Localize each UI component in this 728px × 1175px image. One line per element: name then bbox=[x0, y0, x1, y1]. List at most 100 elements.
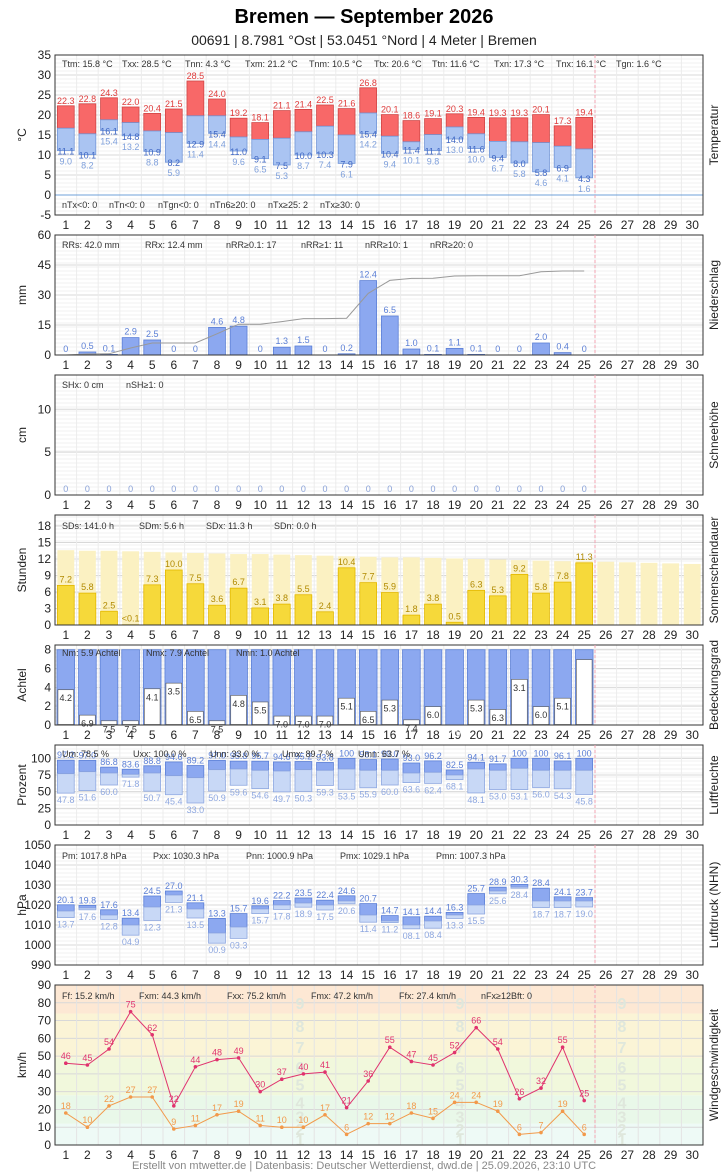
tmax-bar bbox=[143, 113, 162, 132]
press-max-label: 27.0 bbox=[165, 881, 183, 891]
press-min-label: 04.9 bbox=[122, 937, 140, 947]
humid-ytick-label: 25 bbox=[38, 801, 52, 815]
tmin-bar bbox=[294, 131, 313, 156]
wind-point bbox=[236, 1109, 241, 1114]
wind-point bbox=[409, 1111, 414, 1115]
sun-label: 7.3 bbox=[146, 574, 159, 584]
press-day-label: 16 bbox=[383, 968, 397, 982]
station-info: 00691 | 8.7981 °Ost | 53.0451 °Nord | 4 … bbox=[191, 32, 537, 48]
press-day-label: 13 bbox=[318, 968, 332, 982]
cloud-label: 3.5 bbox=[168, 687, 181, 697]
temp-side-label: Temperatur bbox=[707, 105, 721, 166]
snow-day-label: 25 bbox=[578, 498, 592, 512]
snow-day-label: 12 bbox=[297, 498, 311, 512]
humid-min-label: 56.0 bbox=[532, 790, 550, 800]
snow-label: 0 bbox=[301, 484, 306, 494]
beaufort-label: 2 bbox=[296, 1122, 305, 1139]
press-max-label: 22.2 bbox=[273, 891, 291, 901]
press-min-label: 00.9 bbox=[208, 945, 226, 955]
tmin-label: 14.0 bbox=[446, 135, 464, 145]
tmax-label: 20.1 bbox=[532, 105, 550, 115]
sun-day-label: 7 bbox=[192, 628, 199, 642]
press-min-label: 17.5 bbox=[316, 912, 334, 922]
wind-value-label: 54 bbox=[104, 1037, 114, 1047]
cloud-day-label: 8 bbox=[214, 728, 221, 742]
humid-min-label: 51.6 bbox=[79, 793, 97, 803]
sun-bar bbox=[208, 604, 226, 626]
humid-lower-bar bbox=[488, 769, 507, 791]
beaufort-label: 5 bbox=[456, 1078, 465, 1095]
press-lower-bar bbox=[402, 924, 421, 930]
cloud-bar bbox=[315, 649, 335, 726]
precip-label: 1.3 bbox=[276, 336, 289, 346]
snow-label: 0 bbox=[150, 484, 155, 494]
press-upper-bar bbox=[294, 897, 313, 904]
humid-min-label: 62.4 bbox=[424, 785, 442, 795]
precip-bar bbox=[294, 345, 313, 356]
beaufort-label: 9 bbox=[296, 996, 305, 1013]
wind-value-label: 9 bbox=[171, 1117, 176, 1127]
temp-ytick-label: 30 bbox=[38, 68, 52, 82]
press-stat: Pmx: 1029.1 hPa bbox=[340, 851, 409, 861]
humid-max-label: 97.0 bbox=[79, 750, 97, 760]
wind-point bbox=[150, 1032, 154, 1037]
press-min-label: 18.7 bbox=[554, 910, 572, 920]
press-stat: Pm: 1017.8 hPa bbox=[62, 851, 127, 861]
precip-ytick-label: 45 bbox=[38, 258, 52, 272]
humid-lower-bar bbox=[337, 768, 356, 790]
sun-possible-bar bbox=[100, 550, 118, 625]
precip-label: 4.8 bbox=[232, 315, 245, 325]
press-lower-bar bbox=[294, 902, 313, 908]
wind-value-label: 10 bbox=[82, 1115, 92, 1125]
cloud-day-label: 23 bbox=[534, 728, 548, 742]
beaufort-label: 2 bbox=[456, 1122, 465, 1139]
press-lower-bar bbox=[510, 886, 529, 889]
cloud-day-label: 30 bbox=[686, 728, 700, 742]
wind-point bbox=[452, 1100, 457, 1105]
tmax-bar bbox=[445, 113, 464, 128]
wind-point bbox=[301, 1072, 306, 1076]
sun-day-label: 6 bbox=[170, 628, 177, 642]
wind-point bbox=[236, 1056, 241, 1060]
wind-value-label: 19 bbox=[234, 1099, 244, 1109]
temp-day-label: 4 bbox=[127, 218, 134, 232]
snow-ytick-label: 0 bbox=[44, 488, 51, 502]
humid-upper-bar bbox=[380, 758, 399, 771]
press-day-label: 24 bbox=[556, 968, 570, 982]
cloud-day-label: 10 bbox=[254, 728, 268, 742]
sun-label: 5.9 bbox=[384, 582, 397, 592]
humid-day-label: 24 bbox=[556, 828, 570, 842]
press-day-label: 14 bbox=[340, 968, 354, 982]
precip-ylabel: mm bbox=[15, 285, 29, 305]
precip-stat: nRR≥10: 1 bbox=[365, 240, 408, 250]
precip-label: 0.1 bbox=[427, 343, 440, 353]
humid-max-label: 93.0 bbox=[403, 753, 421, 763]
press-min-label: 12.8 bbox=[100, 921, 118, 931]
sun-day-label: 13 bbox=[318, 628, 332, 642]
tmin-label: 11.1 bbox=[57, 147, 74, 157]
snow-day-label: 14 bbox=[340, 498, 354, 512]
press-max-label: 24.6 bbox=[338, 886, 356, 896]
humid-lower-bar bbox=[424, 771, 442, 784]
temp-day-label: 30 bbox=[686, 218, 700, 232]
temp-day-label: 29 bbox=[664, 218, 678, 232]
humid-day-label: 4 bbox=[127, 828, 134, 842]
tmax-bar bbox=[164, 108, 183, 134]
tmax-label: 21.5 bbox=[165, 99, 183, 109]
cloud-label: 6.0 bbox=[427, 710, 440, 720]
sun-bar bbox=[272, 603, 291, 626]
precip-day-label: 10 bbox=[254, 358, 268, 372]
temp-ytick-label: 20 bbox=[38, 108, 52, 122]
cloud-day-label: 25 bbox=[578, 728, 592, 742]
press-ytick-label: 1050 bbox=[24, 838, 51, 852]
temp-day-label: 14 bbox=[340, 218, 354, 232]
wind-point bbox=[193, 1123, 198, 1128]
temp-day-label: 25 bbox=[578, 218, 592, 232]
tmin-label: 8.0 bbox=[513, 159, 526, 169]
tgnd-label: 4.6 bbox=[535, 178, 548, 188]
precip-label: 0.2 bbox=[340, 343, 353, 353]
cloud-label: 5.5 bbox=[254, 705, 267, 715]
tmax-bar bbox=[251, 122, 270, 140]
tgnd-label: 1.6 bbox=[578, 184, 591, 194]
